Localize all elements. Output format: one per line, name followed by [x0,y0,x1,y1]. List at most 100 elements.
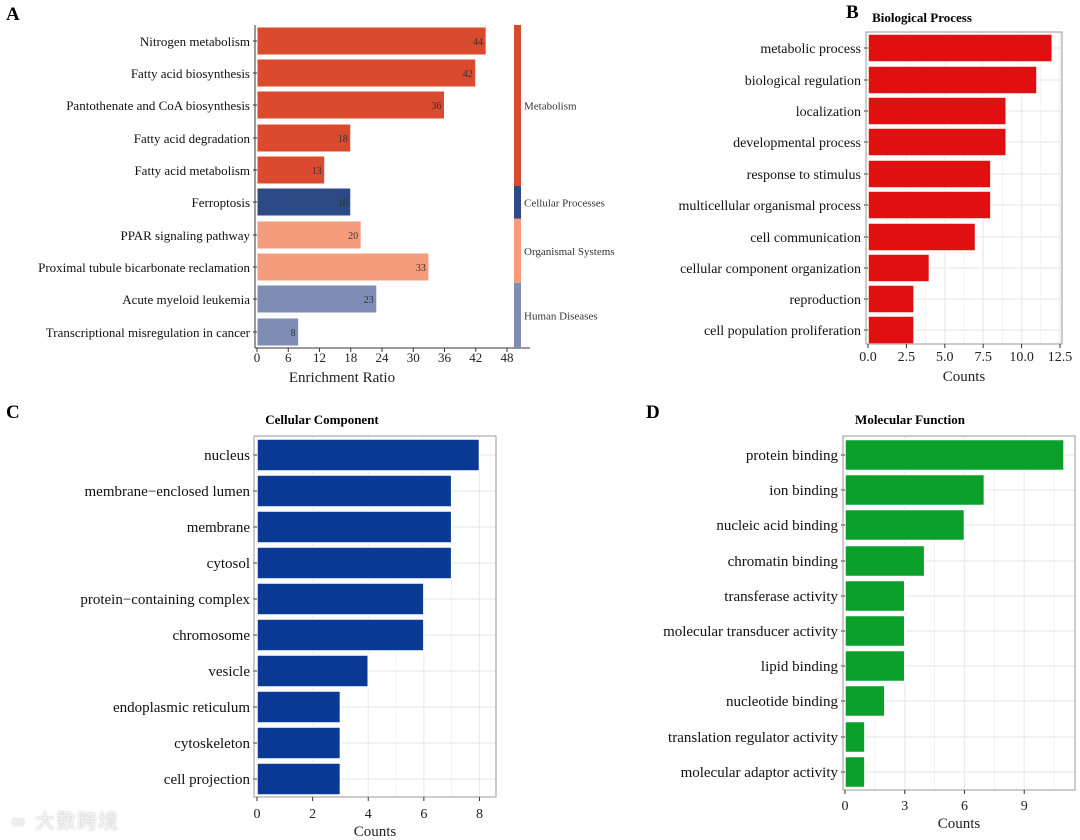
category-label: endoplasmic reticulum [113,700,250,716]
bar-5 [844,579,906,613]
x-tick-label: 12.5 [1048,350,1073,365]
bar-5 [256,155,326,185]
category-label: cellular component organization [680,262,861,277]
bar-2 [256,58,477,88]
category-label: cell projection [164,772,251,788]
category-label: chromatin binding [728,554,839,570]
category-label: PPAR signaling pathway [120,228,250,243]
category-label: Ferroptosis [192,195,251,210]
bar-value-label: 36 [432,101,442,112]
category-label: molecular transducer activity [663,624,838,640]
category-label: Nitrogen metabolism [140,34,250,49]
category-label: localization [796,105,861,120]
x-tick-label: 6 [961,799,968,814]
category-label: nucleic acid binding [716,518,838,534]
x-tick-label: 9 [1021,799,1028,814]
bar-1 [867,33,1054,63]
bar-4 [844,544,926,578]
bar-8 [256,252,430,282]
category-label: chromosome [173,628,251,644]
bar-1 [844,438,1065,472]
x-tick-label: 3 [901,799,908,814]
x-tick-label: 2.5 [898,350,916,365]
bar-value-label: 20 [348,231,358,242]
category-label: protein−containing complex [80,592,250,608]
category-label: protein binding [746,448,839,464]
bar-7 [867,222,977,252]
panel-title: Cellular Component [265,412,379,427]
bar-9 [256,284,378,314]
bar-6 [844,614,906,648]
bar-value-label: 13 [312,166,322,177]
x-axis-label: Counts [354,824,397,840]
x-tick-label: 30 [407,350,420,365]
category-label: nucleotide binding [726,694,839,710]
bar-7 [256,220,362,250]
bar-10 [867,315,915,345]
x-tick-label: 8 [476,807,483,822]
bar-6 [867,190,992,220]
panel-title: Biological Process [872,10,972,25]
x-tick-label: 6 [420,807,427,822]
bar-6 [256,187,352,217]
panel-letter-D: D [646,402,660,423]
category-label: metabolic process [760,42,861,57]
x-tick-label: 0 [254,350,261,365]
bar-3 [256,510,453,544]
bar-value-label: 18 [338,198,348,209]
watermark-logo: ∞ 大数跨境 [10,809,120,833]
category-label: Fatty acid degradation [134,131,251,146]
x-axis-label: Enrichment Ratio [289,370,395,386]
bar-5 [256,582,425,616]
bar-2 [867,65,1038,95]
category-label: cell population proliferation [704,324,861,339]
category-label: developmental process [733,136,861,151]
x-tick-label: 12 [313,350,326,365]
x-axis-label: Counts [943,369,986,385]
category-label: Fatty acid metabolism [134,163,250,178]
category-label: nucleus [204,448,250,464]
bar-value-label: 8 [291,328,296,339]
plot-frame [253,435,497,798]
bar-7 [844,649,906,683]
bar-3 [844,508,966,542]
category-label: vesicle [208,664,250,680]
x-axis-label: Counts [938,816,981,832]
bar-2 [844,473,986,507]
category-label: lipid binding [761,659,839,675]
category-label: transferase activity [724,589,838,605]
bar-9 [844,720,866,754]
category-label: ion binding [769,483,838,499]
bar-7 [256,654,369,688]
x-tick-label: 6 [285,350,292,365]
category-label: translation regulator activity [668,730,838,746]
x-tick-label: 7.5 [974,350,992,365]
x-tick-label: 5.0 [936,350,954,365]
x-tick-label: 36 [438,350,452,365]
category-label: Acute myeloid leukemia [122,292,250,307]
x-tick-label: 42 [469,350,482,365]
bar-4 [256,123,352,153]
category-label: reproduction [789,293,861,308]
bar-4 [867,127,1007,157]
category-group-label: Human Diseases [524,311,598,323]
category-strip [514,283,521,348]
panel-letter-A: A [6,4,20,25]
category-group-label: Organismal Systems [524,246,615,258]
bar-8 [256,690,342,724]
category-group-label: Metabolism [524,101,577,113]
category-label: membrane−enclosed lumen [85,484,251,500]
bar-value-label: 18 [338,134,348,145]
category-label: membrane [187,520,251,536]
x-tick-label: 4 [365,807,372,822]
bar-value-label: 33 [416,263,426,274]
x-tick-label: 48 [501,350,514,365]
category-label: response to stimulus [747,168,861,183]
bar-value-label: 44 [473,37,483,48]
bar-10 [844,755,866,789]
category-label: Proximal tubule bicarbonate reclamation [38,260,250,275]
category-strip [514,25,521,186]
bar-1 [256,26,487,56]
category-label: molecular adaptor activity [681,765,839,781]
